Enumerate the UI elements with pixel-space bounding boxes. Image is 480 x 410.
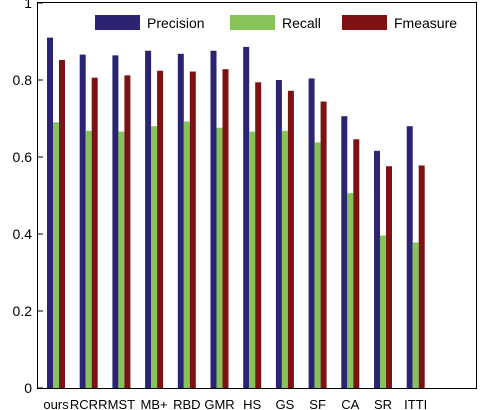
bar-fmeasure-rbd — [189, 71, 196, 388]
bars — [47, 37, 425, 389]
x-tick-label: HS — [243, 397, 261, 410]
bar-precision-hs — [243, 46, 250, 388]
bar-recall-mst — [118, 131, 125, 388]
x-tick-label: RCRR — [70, 397, 108, 410]
x-tick-label: ITTI — [404, 397, 427, 410]
bar-precision-mst — [112, 55, 119, 389]
bar-recall-sf — [314, 142, 321, 388]
bar-recall-gs — [281, 130, 288, 388]
bar-fmeasure-gs — [287, 90, 294, 388]
bar-recall-mbplus — [151, 126, 158, 388]
bar-precision-gmr — [210, 50, 217, 389]
x-tick-label: CA — [341, 397, 359, 410]
bar-recall-hs — [249, 131, 256, 388]
bar-fmeasure-ours — [59, 59, 65, 388]
x-tick-label: SR — [374, 397, 392, 410]
y-tick-label: 1 — [24, 0, 32, 11]
bar-fmeasure-sf — [320, 101, 327, 388]
legend-label-recall: Recall — [282, 15, 321, 31]
bar-fmeasure-rcrr — [91, 77, 98, 388]
bar-fmeasure-sr — [386, 166, 392, 388]
x-tick-label: SF — [309, 397, 326, 410]
bar-precision-mbplus — [145, 50, 152, 389]
bar-precision-gs — [275, 80, 282, 388]
bar-recall-gmr — [216, 127, 223, 389]
legend-swatch-precision — [95, 15, 140, 30]
x-axis: ours RCRR MST MB+ RBD GMR HS GS SF CA SR ITTI — [43, 397, 427, 410]
y-tick-label: 0 — [24, 380, 32, 396]
x-tick-label: MST — [108, 397, 136, 410]
y-tick-label: 0.4 — [13, 226, 33, 242]
legend-label-precision: Precision — [147, 15, 205, 31]
bar-recall-itti — [412, 242, 419, 388]
bar-precision-ours — [47, 37, 53, 389]
bar-fmeasure-mbplus — [157, 70, 164, 388]
bar-fmeasure-mst — [124, 75, 131, 388]
legend: Precision Recall Fmeasure — [95, 15, 457, 31]
y-axis: 0 0.2 0.4 0.6 0.8 1 — [13, 0, 43, 396]
bar-fmeasure-itti — [418, 165, 425, 388]
y-tick-label: 0.6 — [13, 149, 33, 165]
bar-precision-rcrr — [79, 54, 86, 389]
x-tick-label: RBD — [173, 397, 200, 410]
x-tick-label: GMR — [204, 397, 234, 410]
bar-recall-rbd — [183, 121, 190, 388]
legend-swatch-recall — [230, 15, 275, 30]
bar-precision-sf — [308, 78, 315, 389]
plot-frame — [37, 2, 477, 389]
legend-label-fmeasure: Fmeasure — [394, 15, 457, 31]
bar-fmeasure-ca — [353, 139, 360, 388]
bar-recall-sr — [380, 235, 386, 388]
bar-precision-itti — [406, 126, 413, 388]
x-tick-label: ours — [43, 397, 69, 410]
bar-recall-ours — [53, 122, 59, 388]
bar-recall-ca — [347, 193, 354, 388]
bar-fmeasure-hs — [255, 82, 262, 388]
bar-precision-rbd — [177, 53, 184, 388]
y-tick-label: 0.8 — [13, 72, 33, 88]
y-tick-label: 0.2 — [13, 303, 33, 319]
bar-precision-sr — [374, 150, 380, 388]
x-tick-label: GS — [276, 397, 295, 410]
bar-recall-rcrr — [85, 130, 92, 388]
bar-fmeasure-gmr — [222, 69, 229, 388]
legend-swatch-fmeasure — [342, 15, 387, 30]
bar-precision-ca — [341, 116, 348, 388]
x-tick-label: MB+ — [141, 397, 168, 410]
